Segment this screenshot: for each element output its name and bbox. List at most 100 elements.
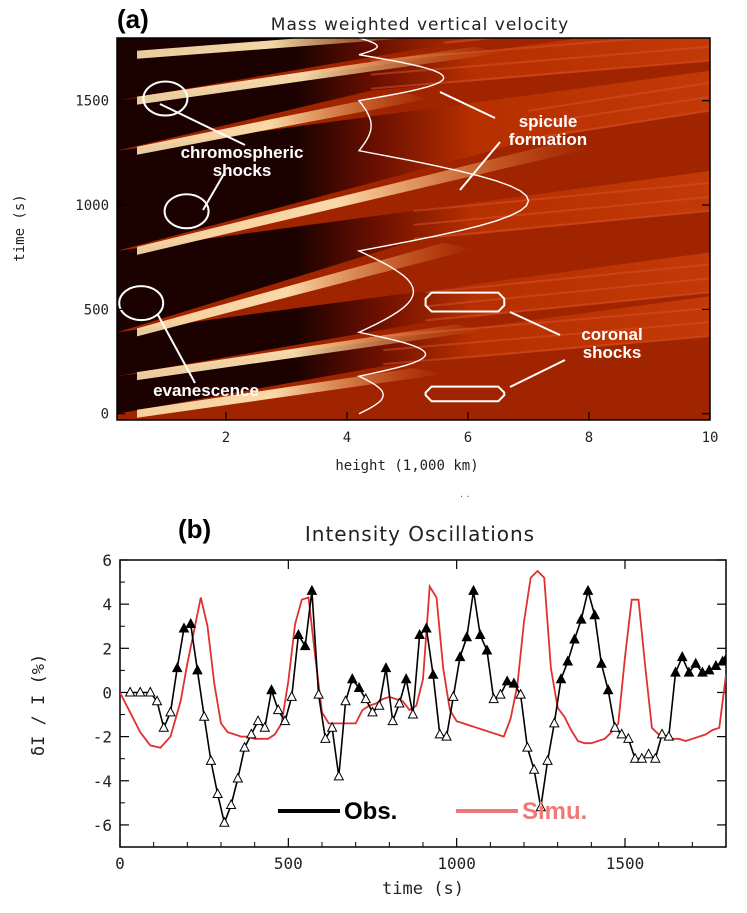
obs-point	[165, 706, 176, 717]
highlight-circle	[142, 80, 189, 117]
x-tick-label: 500	[274, 854, 303, 873]
obs-point	[629, 752, 641, 763]
obs-point	[575, 613, 587, 624]
obs-point	[656, 728, 668, 739]
obs-point	[421, 622, 432, 633]
obs-point	[198, 710, 210, 721]
obs-point	[360, 693, 372, 704]
obs-point	[225, 798, 237, 810]
coronal-stripe	[377, 0, 710, 12]
y-tick-label: 0	[102, 683, 112, 702]
y-tick-label: -2	[93, 728, 112, 747]
obs-point	[468, 584, 479, 595]
annotation-chromospheric-line2: shocks	[213, 161, 272, 180]
x-tick-label: 1000	[437, 854, 476, 873]
coronal-stripe	[425, 291, 710, 322]
highlight-circle	[163, 193, 210, 230]
obs-point	[134, 686, 146, 697]
obs-point	[454, 651, 466, 662]
obs-point	[548, 717, 560, 728]
panel-b-axes-ticks: 0 500 1000 1500 -6 -4 -2 0 2 4 6	[93, 551, 726, 873]
obs-point	[663, 730, 675, 741]
x-tick-label: 4	[343, 430, 351, 446]
obs-point	[720, 653, 726, 664]
annotation-chromospheric-line1: chromospheric	[181, 143, 304, 162]
obs-point	[602, 684, 614, 695]
heatmap-frame	[116, 37, 711, 421]
coronal-stripe	[528, 81, 710, 112]
x-tick-label: 0	[115, 854, 125, 873]
obs-point	[151, 695, 163, 706]
legend: Obs. Simu.	[278, 798, 587, 825]
obs-point	[286, 690, 298, 701]
coronal-stripe	[383, 321, 710, 352]
coronal-stripe	[528, 109, 710, 140]
obs-point	[367, 706, 378, 717]
highlight-box	[424, 385, 506, 403]
heatmap-highlight-shapes	[118, 80, 506, 403]
obs-point	[515, 688, 526, 699]
heatmap-band	[117, 38, 504, 101]
obs-point	[192, 664, 203, 675]
panel-b: (b) Intensity Oscillations 0 500 1000 1500 -…	[29, 514, 727, 899]
obs-point	[528, 763, 540, 774]
obs-point	[555, 673, 567, 684]
x-tick-label: 8	[585, 430, 593, 446]
panel-b-xlabel: time (s)	[382, 879, 464, 899]
panel-a-title: Mass weighted vertical velocity	[271, 15, 569, 35]
obs-point	[623, 732, 634, 743]
series-obs-markers	[124, 584, 726, 827]
annotation-pointer-lines	[157, 91, 566, 388]
coronal-stripe	[383, 335, 710, 366]
obs-point	[400, 673, 412, 684]
obs-point	[643, 748, 654, 759]
highlight-box	[424, 291, 506, 313]
obs-point	[373, 699, 385, 710]
obs-point	[212, 787, 223, 799]
heatmap-band	[117, 38, 280, 55]
obs-point	[481, 644, 493, 655]
obs-point	[340, 695, 351, 706]
obs-point	[299, 640, 311, 651]
panel-a-axes-ticks: 2 4 6 8 10 0 500 1000 1500	[75, 94, 718, 446]
coronal-stripe	[444, 0, 710, 15]
coronal-stripe	[528, 95, 710, 126]
obs-point	[441, 730, 452, 741]
panel-a-ylabel: time (s)	[12, 194, 28, 261]
obs-point	[407, 708, 419, 719]
obs-point	[609, 721, 621, 732]
obs-point	[649, 752, 661, 763]
obs-point	[171, 662, 183, 673]
obs-point	[353, 681, 365, 693]
obs-point	[542, 754, 553, 765]
annotation-spicule-line2: formation	[509, 130, 587, 149]
coronal-stripe	[425, 277, 710, 308]
obs-point	[427, 668, 439, 679]
x-tick-label: 2	[222, 430, 230, 446]
obs-point	[508, 677, 520, 688]
obs-point	[306, 584, 318, 595]
y-tick-label: 1500	[75, 94, 109, 110]
panel-b-ylabel: δI / I (%)	[29, 654, 49, 756]
stray-mark: · ·	[460, 492, 470, 503]
obs-point	[252, 715, 264, 726]
obs-point	[589, 609, 601, 620]
shock-front	[137, 324, 486, 381]
obs-point	[144, 686, 156, 697]
obs-point	[266, 684, 277, 695]
annotation-coronal-line1: coronal	[581, 325, 642, 344]
obs-point	[313, 688, 324, 699]
y-tick-label: 500	[84, 302, 109, 318]
obs-point	[414, 628, 425, 640]
coronal-stripe	[371, 45, 710, 76]
obs-point	[272, 704, 284, 715]
y-tick-label: 1000	[75, 198, 109, 214]
heatmap-shock-fronts	[137, 0, 710, 418]
highlight-circle	[118, 285, 165, 322]
obs-point	[596, 657, 607, 668]
obs-point	[239, 741, 250, 752]
heatmap-band	[117, 38, 710, 151]
obs-point	[690, 657, 702, 668]
obs-point	[569, 633, 580, 644]
